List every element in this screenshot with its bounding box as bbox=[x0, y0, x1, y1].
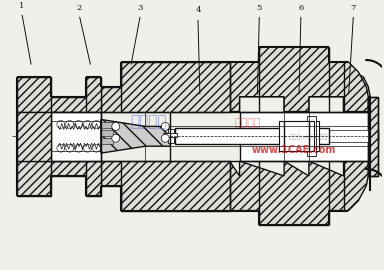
Text: 仿真在線: 仿真在線 bbox=[234, 119, 261, 129]
Bar bbox=[170, 130, 368, 142]
Bar bbox=[163, 133, 177, 137]
Text: 機械設(shè)計培訓: 機械設(shè)計培訓 bbox=[290, 135, 328, 140]
Text: 1: 1 bbox=[19, 2, 24, 9]
Text: 5: 5 bbox=[257, 4, 262, 12]
Bar bbox=[101, 122, 113, 128]
Text: 4: 4 bbox=[195, 6, 201, 15]
Polygon shape bbox=[368, 97, 378, 176]
Polygon shape bbox=[17, 161, 101, 196]
Text: www.1CAE.com: www.1CAE.com bbox=[252, 145, 336, 155]
Polygon shape bbox=[17, 112, 51, 161]
Polygon shape bbox=[101, 161, 230, 211]
Bar bbox=[175, 128, 329, 144]
Text: 2: 2 bbox=[76, 4, 82, 12]
Bar bbox=[240, 112, 368, 161]
Bar bbox=[51, 112, 101, 161]
Polygon shape bbox=[101, 119, 170, 153]
Bar bbox=[307, 116, 316, 156]
Bar bbox=[101, 130, 113, 136]
Polygon shape bbox=[230, 161, 368, 225]
Bar bbox=[101, 138, 113, 144]
Circle shape bbox=[112, 134, 120, 142]
Polygon shape bbox=[17, 77, 101, 112]
Polygon shape bbox=[230, 47, 370, 116]
Circle shape bbox=[284, 131, 294, 141]
Bar bbox=[304, 122, 319, 151]
Circle shape bbox=[112, 122, 120, 130]
Text: 3: 3 bbox=[138, 4, 143, 12]
Circle shape bbox=[161, 122, 169, 130]
Polygon shape bbox=[230, 47, 368, 112]
Circle shape bbox=[287, 134, 291, 138]
Bar bbox=[279, 122, 314, 151]
Bar bbox=[168, 129, 174, 143]
Circle shape bbox=[161, 134, 169, 142]
Polygon shape bbox=[101, 62, 230, 112]
Text: 7: 7 bbox=[351, 4, 356, 12]
Text: 仿真在線: 仿真在線 bbox=[130, 114, 167, 129]
Text: 6: 6 bbox=[298, 4, 304, 12]
